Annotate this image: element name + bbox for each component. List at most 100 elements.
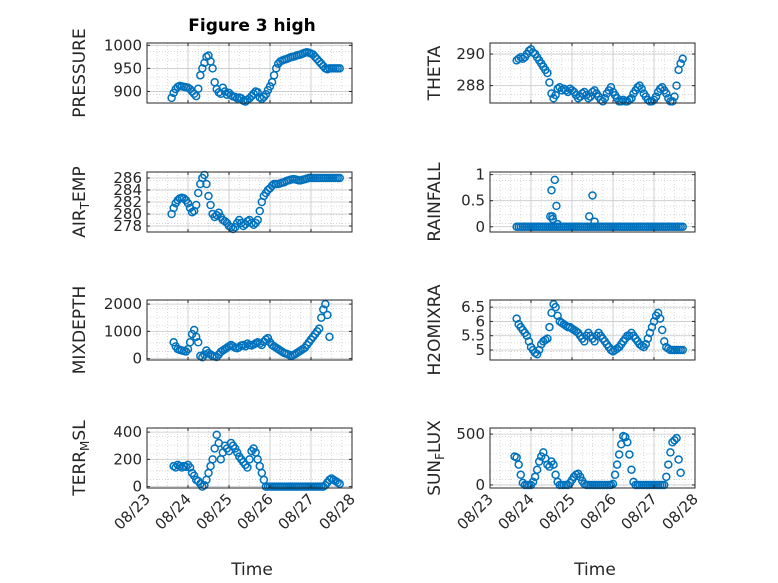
data-point [647,97,657,106]
data-point [670,435,679,445]
y-tick-label: 5 [475,341,485,359]
y-tick-label: 1 [475,166,485,184]
y-tick-label: 288 [456,77,485,95]
y-tick-label: 1000 [104,36,142,54]
data-point [263,333,273,343]
y-tick-label: 280 [113,205,142,223]
data-point [210,444,219,453]
y-tick-label: 0 [132,478,142,496]
data-point [541,335,550,345]
data-point [655,314,665,323]
data-point [253,88,262,97]
data-point [323,310,332,320]
data-point [633,82,642,92]
data-point [230,444,240,453]
subplot-theta: 288 290 THETA [425,42,696,106]
data-point [545,322,554,332]
data-point [255,206,264,216]
data-point [543,334,552,343]
data-point [588,87,597,97]
x-tick-label: 08/23 [111,490,154,533]
data-point [532,350,542,359]
data-point [189,89,199,99]
data-point [567,86,577,95]
data-point [678,222,687,232]
data-point [204,191,213,201]
data-point [551,302,560,312]
y-tick-label: 2000 [104,295,142,313]
axes-frame [146,427,353,489]
data-point [235,342,244,352]
y-axis-label: TERRMSL [70,420,92,497]
data-point [678,345,687,355]
data-point [212,210,221,220]
data-point [548,214,557,224]
data-point [214,208,223,218]
data-point [637,84,646,94]
data-point [573,94,583,103]
data-point [614,450,624,459]
data-point [676,468,685,477]
x-tick-label: 08/24 [495,490,538,533]
y-tick-label: 0 [475,218,485,236]
y-axis-label: AIRTEMP [70,166,92,237]
data-point [588,191,597,200]
data-point [616,97,626,106]
data-point [600,94,610,103]
data-point [627,465,636,474]
figure-title: Figure 3 high [188,16,316,36]
data-point [662,89,671,98]
data-point [553,219,562,229]
data-point [335,173,344,183]
data-point [547,186,556,195]
data-point [335,479,344,489]
data-point [185,463,195,472]
axes-frame [489,427,696,489]
data-point [202,179,211,189]
data-point [672,433,681,443]
x-tick-label: 08/27 [275,490,318,533]
data-point [169,203,178,213]
y-tick-label: 1000 [104,322,142,340]
y-tick-label: 5.5 [461,327,485,345]
data-point [623,437,632,447]
data-point [243,463,252,472]
subplot-pressure: 900 950 1000 PRESSURE [70,28,353,118]
data-point [664,460,673,469]
data-point [319,305,328,314]
data-point [516,470,525,480]
axes-frame [489,171,696,233]
data-point [249,444,258,453]
data-point [271,64,281,73]
data-point [226,222,236,232]
data-point [651,92,661,101]
x-tick-label: 08/24 [152,490,195,533]
data-point [637,341,646,350]
subplot-mixdepth: 0 1000 2000 MIXDEPTH [70,286,353,374]
data-point [625,450,634,459]
data-point [169,338,178,347]
x-axis-label-left: Time [230,560,273,580]
data-point [261,89,271,99]
data-point [549,460,558,469]
data-point [321,299,330,309]
data-point [584,212,594,221]
data-point [198,64,207,73]
data-point [672,81,681,90]
data-point [265,82,275,91]
data-point [670,92,679,101]
data-point [181,462,191,472]
data-point [232,448,242,457]
y-tick-label: 0.5 [461,192,485,210]
y-axis-label: H2OMIXRA [425,284,445,375]
data-point [676,59,685,68]
data-point [655,84,665,94]
data-point [325,332,334,342]
data-point [249,89,258,99]
data-point [185,338,195,347]
y-tick-label: 278 [113,217,142,235]
data-point [239,221,248,231]
data-point [547,89,556,98]
y-tick-label: 200 [113,450,142,468]
data-point [191,91,201,101]
